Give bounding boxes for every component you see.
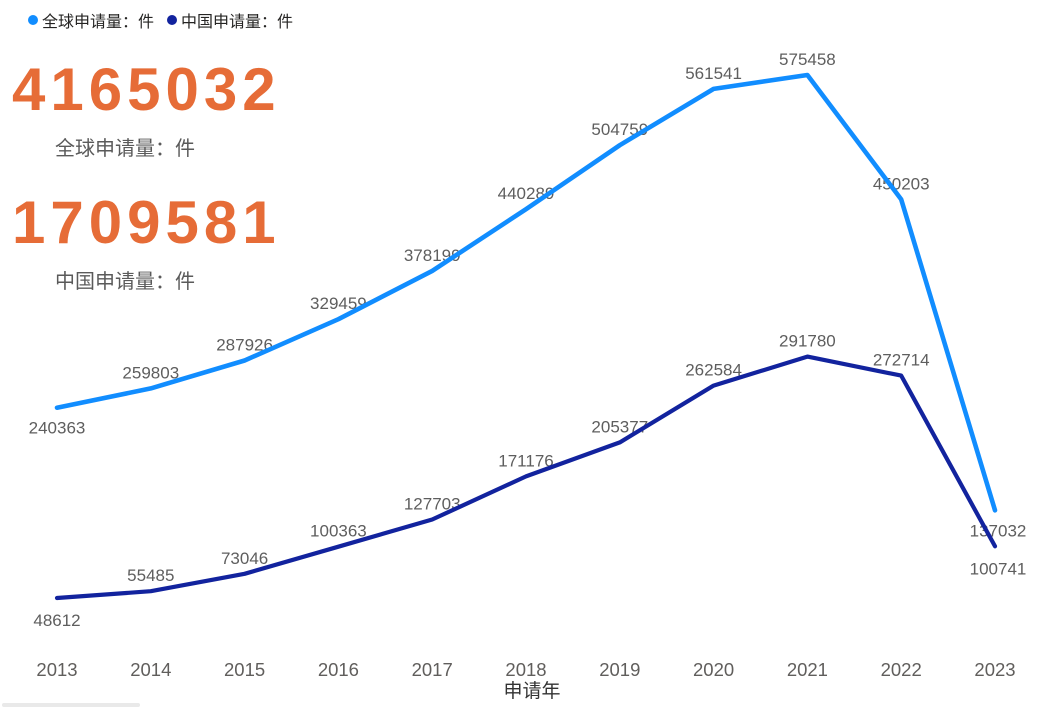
x-axis-label: 2022 <box>881 659 922 680</box>
data-label: 48612 <box>33 611 80 630</box>
data-label: 100363 <box>310 522 367 541</box>
x-axis-label: 2014 <box>130 659 171 680</box>
data-label: 259803 <box>122 363 179 382</box>
data-label: 127703 <box>404 495 461 514</box>
data-label: 575458 <box>779 50 836 69</box>
data-label: 137032 <box>970 521 1027 540</box>
kpi-china-label: 中国申请量：件 <box>55 271 195 293</box>
x-axis-label: 2013 <box>36 659 77 680</box>
x-axis-label: 2016 <box>318 659 359 680</box>
data-label: 100741 <box>970 559 1027 578</box>
legend-item-china[interactable]: 中国申请量：件 <box>167 8 293 32</box>
chart-legend: 全球申请量：件 中国申请量：件 <box>28 8 293 32</box>
series-line-global[interactable] <box>54 72 998 513</box>
data-label: 205377 <box>591 417 648 436</box>
x-axis-label: 2020 <box>693 659 734 680</box>
data-label: 291780 <box>779 332 836 351</box>
data-label: 561541 <box>685 64 742 83</box>
kpi-global-value: 4165032 <box>12 56 281 123</box>
data-label: 504759 <box>591 120 648 139</box>
data-label: 450203 <box>873 174 930 193</box>
horizontal-scrollbar[interactable] <box>2 703 140 707</box>
x-axis-label: 2018 <box>505 659 546 680</box>
legend-china-label: 中国申请量：件 <box>181 14 294 31</box>
legend-global-label: 全球申请量：件 <box>42 14 155 31</box>
data-label: 171176 <box>498 451 553 470</box>
legend-china-dot-icon <box>167 15 178 25</box>
data-label: 55485 <box>127 566 174 585</box>
x-axis-label: 2019 <box>599 659 640 680</box>
kpi-card-china: 1709581 中国申请量：件 <box>12 191 281 294</box>
data-label: 262584 <box>685 361 742 380</box>
series-line-china[interactable] <box>54 354 998 601</box>
x-axis-label: 2015 <box>224 659 265 680</box>
kpi-china-value: 1709581 <box>12 189 281 256</box>
x-axis-label: 2017 <box>412 659 453 680</box>
data-label: 329459 <box>310 294 367 313</box>
kpi-card-global: 4165032 全球申请量：件 <box>12 58 281 161</box>
legend-global-dot-icon <box>28 15 38 25</box>
data-label: 73046 <box>221 549 268 568</box>
kpi-global-label: 全球申请量：件 <box>55 138 195 160</box>
x-axis-label: 2021 <box>787 659 828 680</box>
data-label: 287926 <box>216 336 273 355</box>
x-axis-title: 申请年 <box>503 680 560 702</box>
legend-item-global[interactable]: 全球申请量：件 <box>28 8 154 32</box>
data-label: 272714 <box>873 351 930 370</box>
x-axis-label: 2023 <box>974 659 1015 680</box>
data-label: 240363 <box>29 419 86 438</box>
